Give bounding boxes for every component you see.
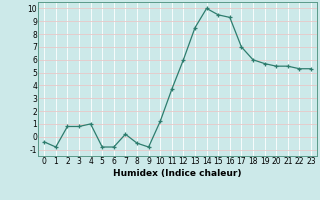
X-axis label: Humidex (Indice chaleur): Humidex (Indice chaleur) — [113, 169, 242, 178]
